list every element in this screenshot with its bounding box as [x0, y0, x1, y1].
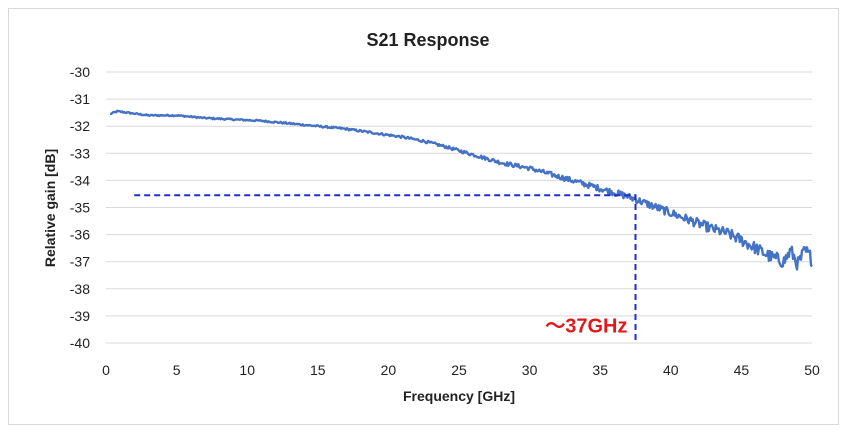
- x-tick-label: 0: [102, 362, 110, 378]
- annotation-layer: ～37GHz: [545, 316, 627, 338]
- x-tick-label: 20: [381, 362, 397, 378]
- x-tick-label: 10: [239, 362, 255, 378]
- x-tick-label: 30: [522, 362, 538, 378]
- y-tick-label: -36: [70, 227, 90, 243]
- x-tick-label: 15: [310, 362, 326, 378]
- y-tick-label: -38: [70, 281, 90, 297]
- cutoff-annotation: ～37GHz: [545, 316, 627, 338]
- series-layer: [109, 109, 813, 343]
- grid-layer: [106, 71, 812, 344]
- x-tick-label: 5: [173, 362, 181, 378]
- x-tick-label: 50: [804, 362, 820, 378]
- x-tick-label: 45: [734, 362, 750, 378]
- x-tick-label: 40: [663, 362, 679, 378]
- cutoff-dashed-line: [134, 194, 637, 343]
- y-tick-label: -35: [70, 200, 90, 216]
- y-tick-label: -33: [70, 145, 90, 161]
- x-tick-label: 35: [592, 362, 608, 378]
- y-tick-label: -31: [70, 91, 90, 107]
- y-tick-label: -40: [70, 335, 90, 351]
- y-tick-labels: -30 -31 -32 -33 -34 -35 -36 -37 -38 -39 -40: [70, 64, 90, 351]
- s21-trace: [109, 109, 813, 271]
- chart-title: S21 Response: [366, 30, 489, 50]
- y-tick-label: -30: [70, 64, 90, 80]
- y-tick-label: -37: [70, 254, 90, 270]
- y-tick-label: -34: [70, 172, 90, 188]
- y-axis-label: Relative gain [dB]: [42, 149, 58, 267]
- x-tick-labels: 0 5 10 15 20 25 30 35 40 45 50: [102, 362, 820, 378]
- chart-frame: [8, 8, 839, 425]
- y-tick-label: -39: [70, 308, 90, 324]
- x-tick-label: 25: [451, 362, 467, 378]
- x-axis-label: Frequency [GHz]: [403, 388, 515, 404]
- y-tick-label: -32: [70, 118, 90, 134]
